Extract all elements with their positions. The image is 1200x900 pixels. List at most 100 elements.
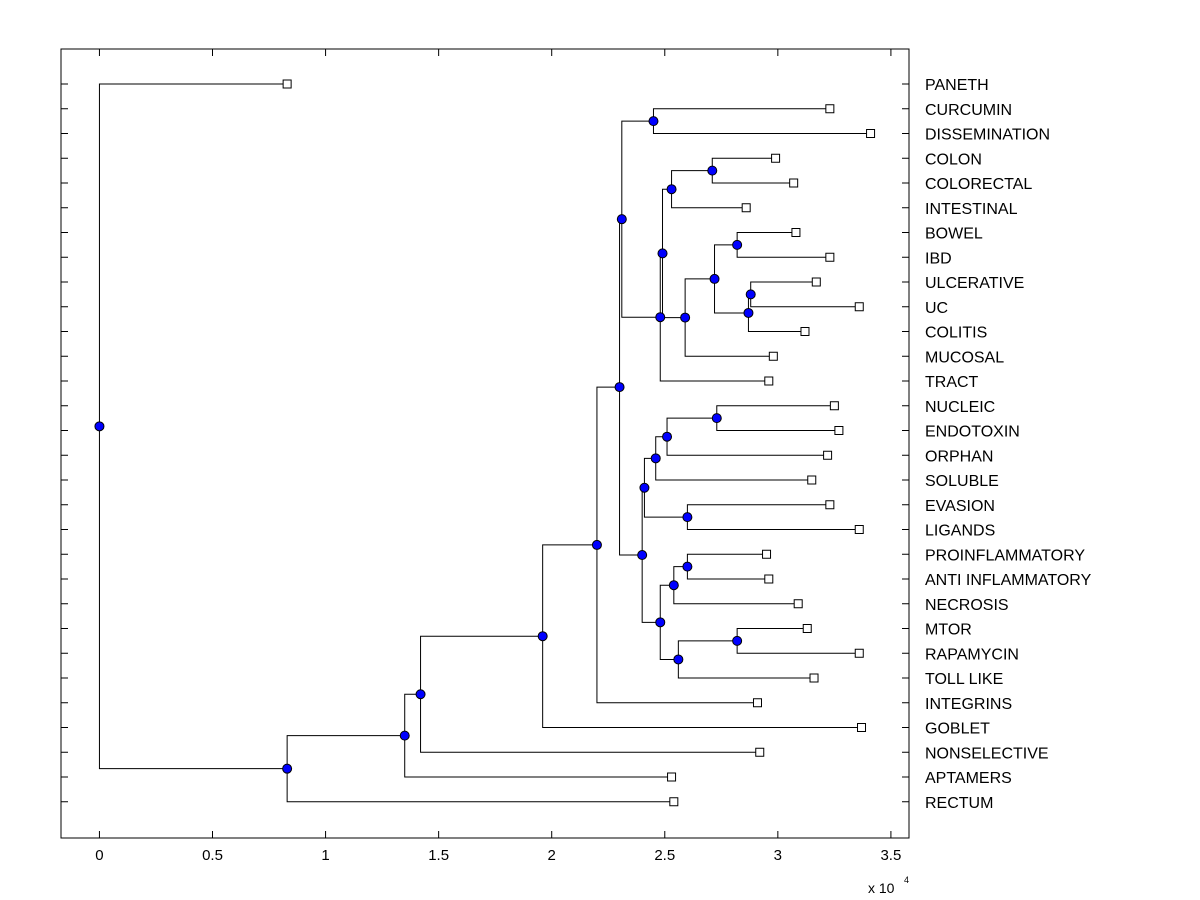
leaf-label-proinflammatory: PROINFLAMMATORY: [925, 547, 1085, 564]
dendrogram-links: [98, 83, 871, 803]
dendrogram-link: [655, 458, 812, 481]
leaf-marker-dissemination: [866, 129, 876, 138]
merge-node-m8: [680, 312, 691, 323]
x-tick-label: 0: [95, 847, 103, 864]
dendrogram-link: [404, 735, 672, 778]
leaf-label-bowel: BOWEL: [925, 226, 983, 243]
merge-node-m7: [709, 273, 720, 284]
leaf-label-mtor: MTOR: [925, 622, 972, 639]
leaf-marker-mucosal: [768, 351, 778, 361]
dendrogram-link: [659, 317, 769, 382]
dendrogram-link: [643, 487, 688, 518]
leaf-marker-integrins: [752, 698, 762, 708]
leaf-marker-proinflammatory: [762, 549, 772, 559]
dendrogram-link: [98, 426, 288, 770]
dendrogram-link: [659, 622, 679, 660]
dendrogram-link: [420, 694, 760, 753]
merge-node-m23: [614, 382, 625, 393]
dendrogram-link: [677, 640, 738, 660]
leaf-marker-curcumin: [825, 104, 835, 114]
merge-node-m17: [682, 561, 693, 572]
merge-node-m27: [399, 730, 410, 741]
leaf-label-soluble: SOLUBLE: [925, 473, 999, 490]
dendrogram-link: [596, 386, 620, 545]
leaf-marker-nonselective: [755, 747, 765, 757]
dendrogram-link: [671, 189, 747, 209]
x-tick-label: 0.5: [202, 847, 223, 864]
leaf-marker-rapamycin: [854, 648, 864, 658]
merge-node-m24: [591, 539, 602, 550]
merge-node-m2: [707, 165, 718, 176]
dendrogram-link: [542, 636, 862, 728]
leaf-label-integrins: INTEGRINS: [925, 696, 1012, 713]
merge-node-m3: [666, 184, 677, 195]
merge-node-m10: [655, 312, 666, 323]
x-ticks: 0 0.5 1 1.5 2 2.5 3 3.5: [95, 49, 901, 864]
leaf-marker-colitis: [800, 327, 810, 336]
leaf-marker-endotoxin: [834, 426, 844, 435]
leaf-label-anti-inflammatory: ANTI INFLAMMATORY: [925, 572, 1092, 589]
merge-node-m6: [743, 307, 754, 318]
dendrogram-link: [666, 417, 717, 437]
leaf-label-necrosis: NECROSIS: [925, 597, 1009, 614]
merge-node-m20: [673, 654, 684, 665]
dendrogram-link: [677, 659, 815, 679]
leaf-label-curcumin: CURCUMIN: [925, 102, 1012, 119]
leaf-markers: [282, 79, 876, 807]
leaf-label-rectum: RECTUM: [925, 795, 993, 812]
dendrogram-link: [714, 278, 749, 314]
dendrogram-link: [747, 312, 805, 332]
dendrogram-link: [621, 120, 654, 220]
y-ticks: [61, 83, 909, 803]
dendrogram-link: [673, 585, 799, 605]
merge-node-m1: [648, 116, 659, 127]
dendrogram-link: [684, 278, 715, 318]
leaf-marker-nucleic: [829, 401, 839, 411]
leaf-label-toll-like: TOLL LIKE: [925, 671, 1003, 688]
merge-node-m26: [415, 689, 426, 700]
leaf-label-paneth: PANETH: [925, 77, 989, 94]
merge-node-m21: [655, 617, 666, 628]
merge-node-m22: [637, 550, 648, 561]
dendrogram-link: [404, 693, 421, 736]
x-tick-label: 2.5: [654, 847, 675, 864]
merge-node-m19: [732, 635, 743, 646]
leaf-marker-aptamers: [667, 772, 677, 782]
leaf-label-evasion: EVASION: [925, 498, 995, 515]
x-tick-label: 2: [548, 847, 556, 864]
dendrogram-link: [619, 387, 643, 556]
dendrogram-link: [621, 219, 661, 318]
plot-frame: [60, 48, 910, 839]
leaf-marker-intestinal: [741, 203, 751, 213]
dendrogram-link: [98, 83, 288, 427]
dendrogram-link: [684, 317, 774, 357]
leaf-labels: PANETH CURCUMIN DISSEMINATION COLON COLORECT…: [925, 77, 1092, 812]
dendrogram-link: [714, 244, 738, 279]
dendrogram-link: [641, 555, 661, 623]
merge-node-m11: [616, 214, 627, 225]
leaf-label-ulcerative: ULCERATIVE: [925, 275, 1024, 292]
x-multiplier-label: x 10: [868, 880, 895, 896]
merge-node-m13: [662, 431, 673, 442]
leaf-label-mucosal: MUCOSAL: [925, 349, 1004, 366]
x-multiplier-exponent: 4: [904, 875, 909, 885]
merge-nodes: [94, 116, 756, 774]
merge-node-m12: [711, 413, 722, 424]
leaf-marker-necrosis: [793, 599, 803, 609]
leaf-marker-rectum: [669, 797, 679, 807]
dendrogram-link: [596, 544, 758, 704]
dendrogram-link: [542, 544, 597, 637]
leaf-marker-anti-inflammatory: [764, 574, 774, 584]
leaf-marker-soluble: [807, 475, 817, 485]
leaf-label-nonselective: NONSELECTIVE: [925, 745, 1049, 762]
leaf-label-endotoxin: ENDOTOXIN: [925, 424, 1020, 441]
dendrogram-link: [286, 735, 405, 769]
dendrogram-link: [671, 170, 713, 190]
leaf-label-ibd: IBD: [925, 250, 952, 267]
dendrogram-link: [420, 635, 543, 695]
leaf-marker-paneth: [282, 79, 292, 89]
leaf-label-dissemination: DISSEMINATION: [925, 127, 1050, 144]
leaf-label-colon: COLON: [925, 151, 982, 168]
x-tick-label: 1.5: [428, 847, 449, 864]
leaf-label-colorectal: COLORECTAL: [925, 176, 1032, 193]
